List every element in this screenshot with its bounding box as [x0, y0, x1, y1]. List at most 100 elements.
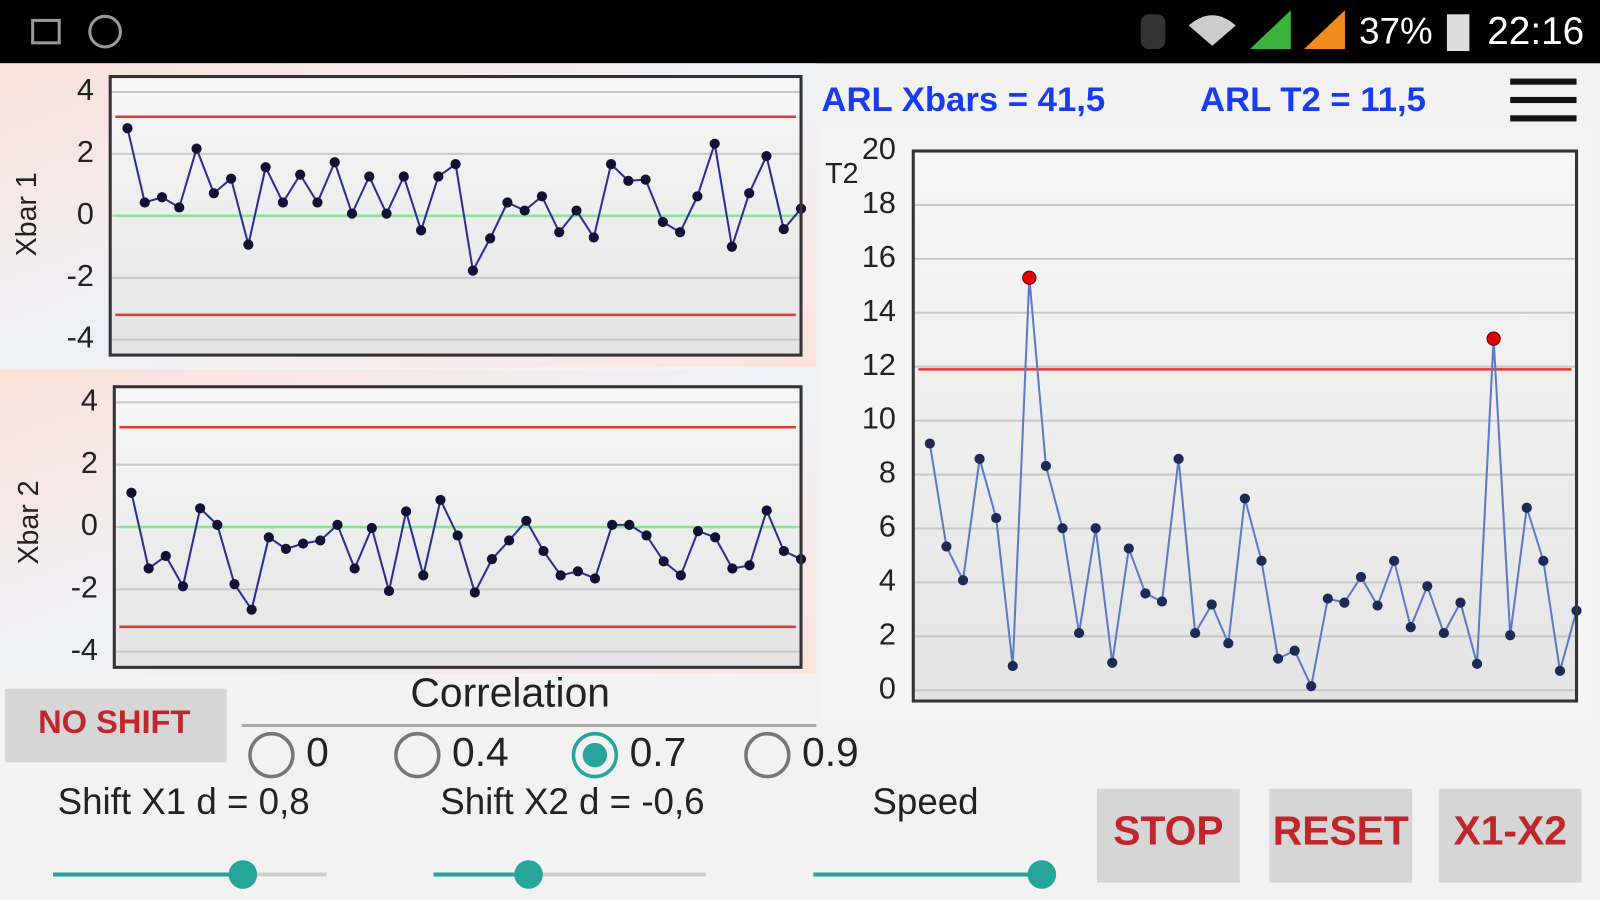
slider-group: Shift X1 d = 0,8 Shift X2 d = -0,6 Speed	[53, 781, 1057, 889]
data-point	[640, 174, 651, 185]
y-tick-label: 6	[879, 510, 896, 544]
data-point	[366, 522, 377, 534]
data-point	[538, 545, 549, 557]
data-point	[554, 227, 565, 238]
data-point	[260, 162, 271, 173]
radio-label: 0.4	[452, 729, 509, 775]
y-tick-label: 0	[879, 671, 896, 705]
data-point	[778, 224, 789, 235]
data-point	[521, 515, 532, 526]
radio-label: 0	[306, 729, 329, 775]
radio-circle	[744, 731, 791, 779]
data-point	[485, 233, 496, 244]
data-point	[1289, 645, 1300, 656]
data-point	[177, 581, 189, 592]
data-point	[435, 494, 446, 506]
data-point	[778, 545, 789, 557]
alarm-point	[1486, 331, 1501, 346]
radio-option[interactable]: 0.4	[394, 729, 509, 779]
data-point	[727, 563, 738, 574]
y-tick-label: 18	[862, 186, 896, 220]
data-point	[346, 208, 358, 219]
y-tick-label: -2	[71, 570, 98, 604]
data-point	[1405, 622, 1416, 633]
data-point	[675, 227, 686, 238]
radio-option[interactable]: 0.7	[571, 729, 686, 779]
data-point	[941, 541, 952, 552]
data-point	[504, 535, 515, 546]
arl-t2: ARL T2 = 11,5	[1200, 81, 1426, 119]
slider[interactable]	[813, 860, 1057, 889]
data-point	[1339, 597, 1350, 608]
menu-bar	[1510, 115, 1577, 122]
y-tick-label: 0	[77, 197, 94, 231]
radio-label: 0.9	[802, 729, 859, 775]
action-button[interactable]: RESET	[1269, 788, 1413, 883]
data-point	[571, 205, 582, 216]
radio-dot	[582, 742, 608, 768]
plot-frame	[108, 75, 803, 357]
data-point	[658, 556, 669, 567]
data-point	[1173, 453, 1184, 465]
radio-circle	[394, 731, 441, 779]
data-point	[298, 538, 309, 549]
bluetooth-icon	[1140, 14, 1166, 49]
radio-option[interactable]: 0.9	[744, 729, 859, 779]
data-point	[624, 519, 635, 530]
data-point	[1438, 627, 1449, 639]
data-point	[1206, 599, 1217, 610]
button-label: NO SHIFT	[38, 703, 190, 740]
y-tick-label: 14	[862, 294, 896, 328]
data-point	[1057, 523, 1068, 534]
data-point	[1256, 555, 1267, 566]
data-point	[555, 570, 566, 581]
data-point	[212, 519, 223, 530]
data-point	[263, 532, 274, 543]
data-point	[761, 150, 772, 162]
y-tick-label: 4	[81, 383, 98, 417]
data-point	[502, 197, 513, 208]
data-point	[467, 265, 478, 276]
charts: -4 -2 0 2 4 Xbar 1 -4 -2 0 2 4 Xbar 2 0 2 4 6 8 10 12 14 16 1…	[11, 73, 1582, 705]
data-point	[974, 453, 985, 465]
button-group: STOP RESET X1-X2	[1096, 788, 1582, 883]
slider-label: Speed	[872, 781, 978, 822]
data-point	[1107, 657, 1118, 668]
slider[interactable]	[433, 860, 707, 889]
data-point	[744, 560, 755, 571]
slider-thumb	[1027, 860, 1057, 889]
data-point	[572, 566, 583, 577]
y-axis-label: Xbar 2	[13, 480, 45, 564]
menu-bar	[1510, 78, 1577, 85]
action-button[interactable]: STOP	[1096, 788, 1240, 883]
data-point	[450, 159, 461, 170]
button-label: STOP	[1113, 807, 1223, 853]
menu-button[interactable]	[1510, 78, 1577, 122]
radio-option[interactable]: 0	[248, 729, 329, 779]
y-tick-label: 12	[862, 348, 896, 382]
y-tick-label: 20	[862, 132, 896, 166]
slider-label: Shift X1 d = 0,8	[58, 781, 310, 822]
y-tick-label: 2	[879, 617, 896, 651]
series-line	[130, 492, 802, 613]
data-point	[195, 503, 206, 514]
data-point	[675, 570, 686, 581]
data-point	[641, 530, 652, 541]
wifi-icon	[1188, 15, 1236, 46]
data-point	[957, 575, 969, 586]
y-tick-label: 4	[77, 73, 94, 107]
data-point	[1040, 460, 1052, 472]
slider[interactable]	[53, 860, 327, 889]
data-point	[924, 438, 935, 449]
data-point	[1073, 627, 1085, 639]
data-point	[1123, 543, 1134, 554]
data-point	[122, 123, 133, 134]
no-shift-button[interactable]: NO SHIFT	[5, 688, 227, 763]
action-button[interactable]: X1-X2	[1438, 788, 1582, 883]
data-point	[1239, 493, 1250, 504]
data-point	[761, 505, 772, 516]
alarm-point	[1022, 270, 1037, 285]
battery-text: 37%	[1359, 10, 1433, 51]
